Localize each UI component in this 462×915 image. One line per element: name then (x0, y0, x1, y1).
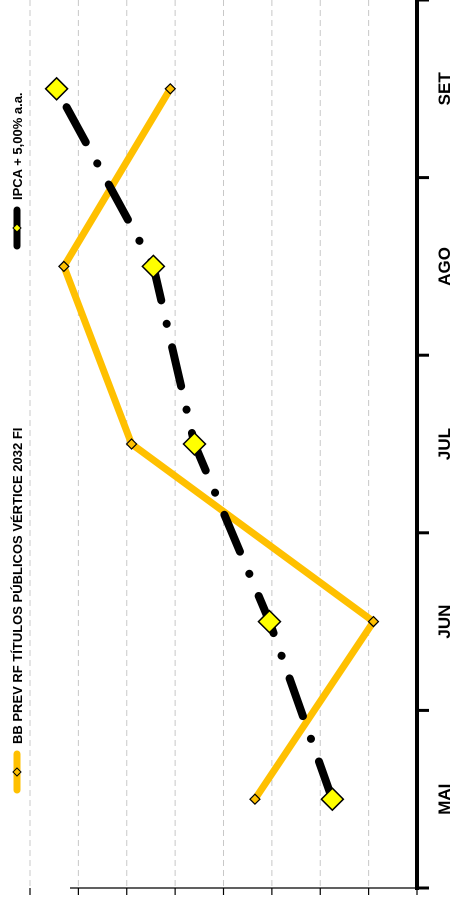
legend-label: BB PREV RF TÍTULOS PÚBLICOS VÉRTICE 2032… (10, 428, 25, 744)
data-point (44, 76, 69, 101)
data-point (320, 787, 345, 812)
data-point (164, 82, 177, 95)
data-point (58, 260, 70, 273)
legend-swatch-marker (12, 223, 22, 233)
data-point (182, 431, 207, 457)
data-point (367, 615, 380, 628)
series-group (44, 76, 380, 812)
category-tick-label: JUL (435, 428, 454, 460)
category-tick-label: SET (435, 72, 454, 106)
legend: BB PREV RF TÍTULOS PÚBLICOS VÉRTICE 2032… (10, 92, 25, 794)
axes: MAI JUN JUL AGO SET (29, 0, 454, 895)
category-tick-label: AGO (435, 247, 454, 286)
data-point (257, 609, 282, 634)
data-point (249, 793, 261, 806)
data-point (125, 438, 138, 450)
data-point (141, 254, 166, 279)
gridlines (29, 0, 370, 888)
category-tick-label: MAI (435, 784, 454, 815)
category-tick-label: JUN (435, 605, 454, 639)
legend-label: IPCA + 5,00% a.a. (10, 92, 25, 200)
legend-swatch-marker (12, 767, 22, 777)
